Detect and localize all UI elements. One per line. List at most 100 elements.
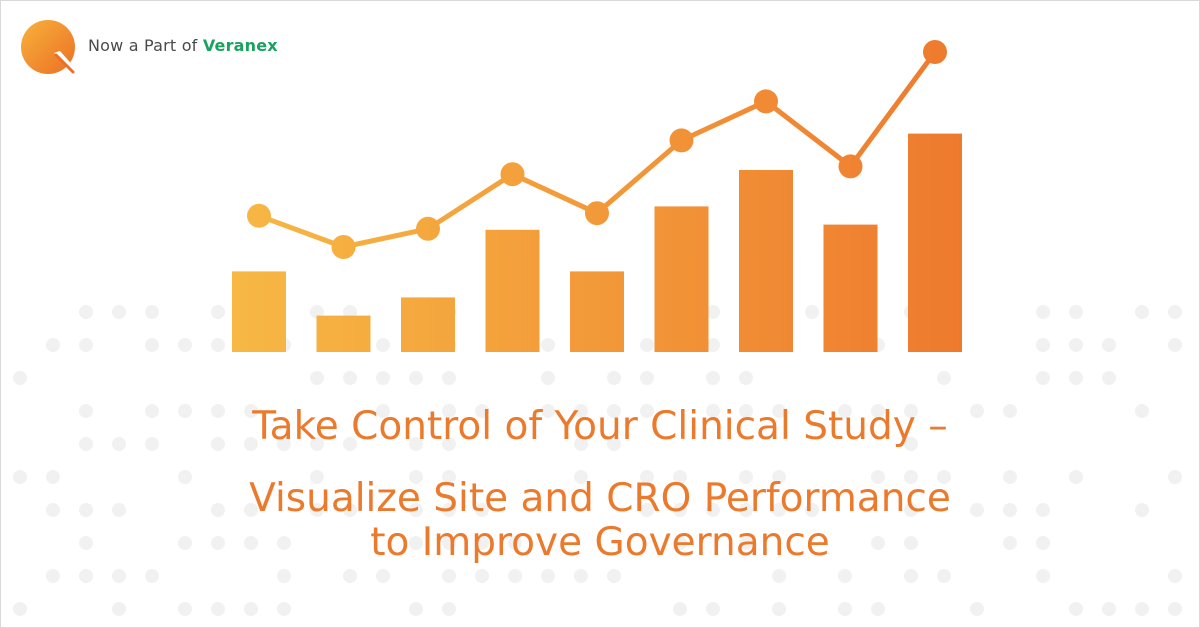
background-dot [1036,338,1050,352]
background-dot [46,338,60,352]
background-dot [871,404,885,418]
background-dot [178,602,192,616]
background-dot [475,503,489,517]
background-dot [376,569,390,583]
background-dot [1168,470,1182,484]
chart-bar [401,297,455,352]
background-dot [673,536,687,550]
background-dot [640,371,654,385]
background-dot [904,404,918,418]
background-dot [442,503,456,517]
background-dot [1036,305,1050,319]
background-dot [805,503,819,517]
background-dot [1003,503,1017,517]
background-dot [343,569,357,583]
background-dot [145,569,159,583]
background-dot [442,470,456,484]
background-dot [607,404,621,418]
background-dot [79,437,93,451]
background-dot [640,470,654,484]
chart-line-point [838,154,863,179]
chart-bar [485,229,540,352]
background-dot [343,305,357,319]
background-dot [277,536,291,550]
background-dot [13,470,27,484]
background-dot [79,503,93,517]
background-dot [46,470,60,484]
headline-line-3: to Improve Governance [370,520,830,565]
chart-line-point [669,128,694,153]
background-dot [46,569,60,583]
background-dot [706,338,720,352]
background-dot [739,470,753,484]
background-dot [1003,470,1017,484]
background-dot [145,404,159,418]
background-dot [442,569,456,583]
background-dot [211,602,225,616]
background-dot [937,470,951,484]
background-dot [442,602,456,616]
background-dot [904,470,918,484]
chart-line-point [754,89,778,114]
background-dot [1003,404,1017,418]
background-dot [112,503,126,517]
background-dot [1069,338,1083,352]
background-dot [1036,536,1050,550]
background-dot [475,536,489,550]
background-dot [541,338,555,352]
background-dot [46,503,60,517]
background-dot [937,569,951,583]
background-dot [145,437,159,451]
background-dot [904,536,918,550]
background-dot [343,437,357,451]
background-dot [343,371,357,385]
background-dot [475,569,489,583]
background-dot [211,338,225,352]
background-dot [79,569,93,583]
background-dot [673,503,687,517]
background-dot [244,503,258,517]
background-dot [1135,503,1149,517]
background-dot [1168,305,1182,319]
background-dot [1168,602,1182,616]
background-dot [772,470,786,484]
background-dot [1036,569,1050,583]
background-dot [607,569,621,583]
background-dot [1069,371,1083,385]
background-dot [79,338,93,352]
background-dot [112,305,126,319]
background-dot [541,404,555,418]
background-dot [244,602,258,616]
background-dot [310,437,324,451]
background-dot [277,437,291,451]
background-dot [178,404,192,418]
background-dot [178,536,192,550]
background-dot [1135,404,1149,418]
background-dot [13,371,27,385]
background-dot [574,404,588,418]
logo-prefix: Now a Part of [88,36,203,55]
background-dot [1036,371,1050,385]
background-dot [112,602,126,616]
chart-line-point [923,40,947,64]
chart-bar [232,271,286,352]
background-dot [904,569,918,583]
background-dot [112,569,126,583]
background-dot [145,305,159,319]
background-dot [772,569,786,583]
background-dot [112,437,126,451]
background-dot [508,536,522,550]
logo-brand: Veranex [202,36,278,55]
background-dot [937,371,951,385]
chart-line-point [585,201,609,226]
background-dot [178,470,192,484]
background-dot [211,305,225,319]
background-dot [244,437,258,451]
background-dot [838,602,852,616]
logo-tagline: Now a Part of Veranex [88,36,278,55]
background-dot [871,470,885,484]
background-dot [211,437,225,451]
chart-bar [739,170,793,352]
background-dot [574,470,588,484]
background-dot [904,503,918,517]
